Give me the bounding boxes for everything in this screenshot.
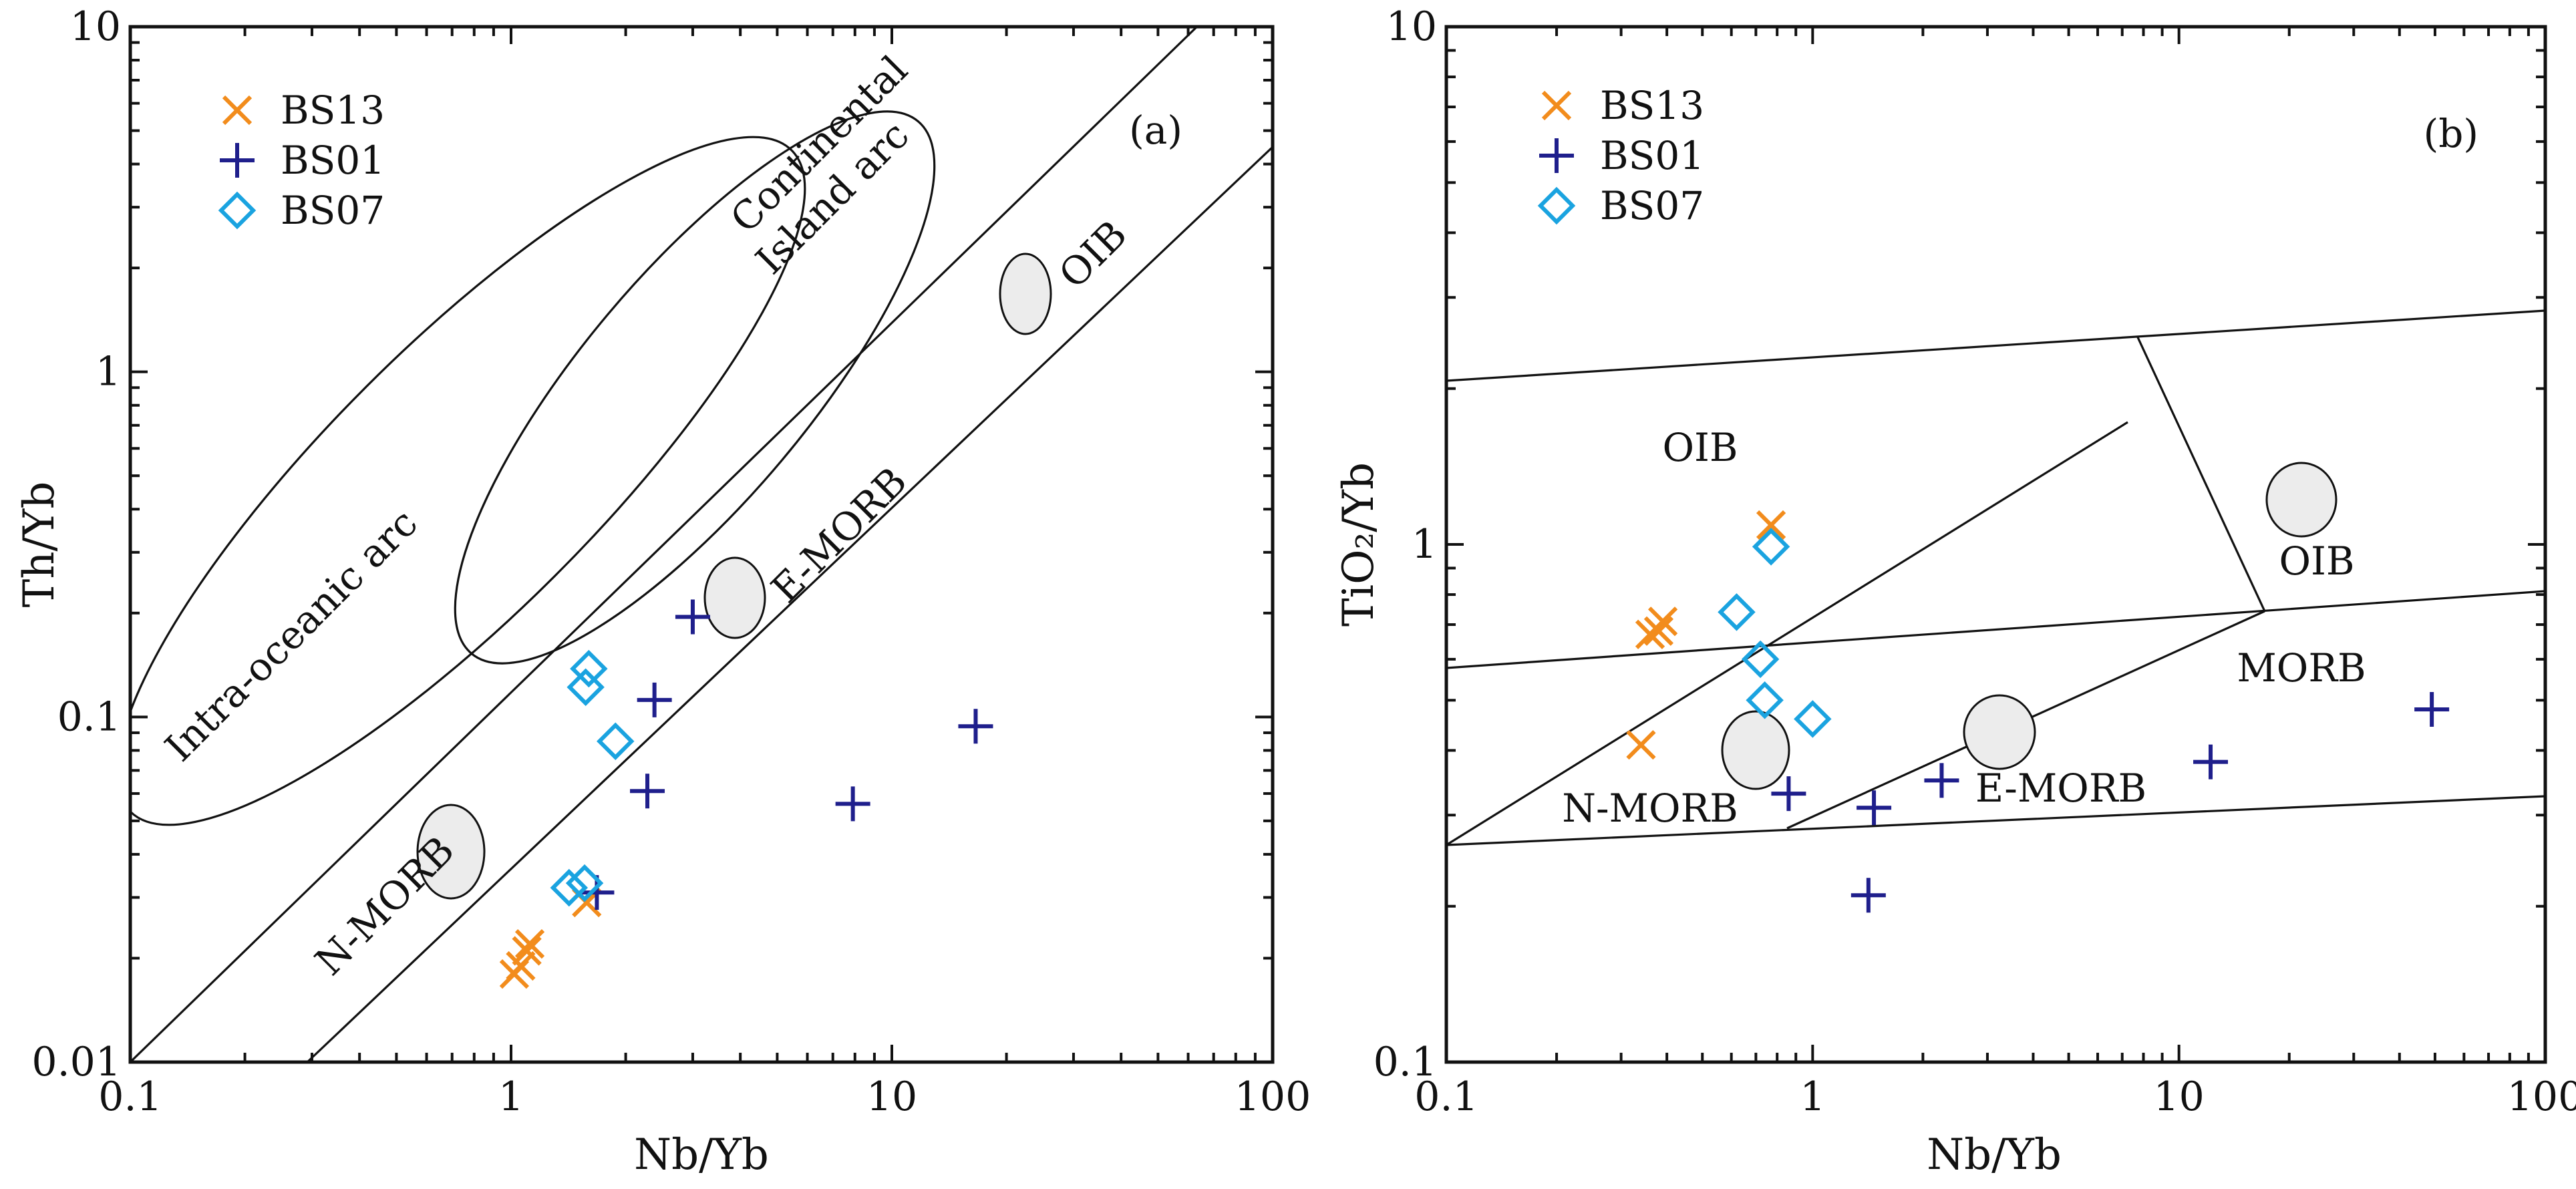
data-point-bs01	[958, 709, 993, 744]
lower-boundary-line	[1446, 795, 2545, 846]
data-point-bs01	[1857, 790, 1892, 826]
n-morb-reference-blob	[416, 804, 486, 900]
field-label-oib-b-left: OIB	[1662, 425, 1738, 470]
data-point-bs13	[506, 951, 536, 981]
legend-marker-bs07	[1537, 186, 1576, 225]
legend-marker-bs01	[220, 143, 255, 178]
field-boundaries-a	[130, 27, 1273, 1062]
y-tick-label: 0.1	[57, 693, 121, 740]
data-point-bs01	[630, 774, 665, 809]
y-tick-label: 0.01	[31, 1039, 121, 1085]
y-axis-label-a: Th/Yb	[15, 482, 64, 608]
data-point-bs13	[1643, 616, 1674, 646]
data-point-bs07	[1746, 681, 1784, 719]
data-point-bs01	[1924, 763, 1959, 798]
panel-b: OIB OIB MORB N-MORB E-MORB (b) BS13BS01B…	[1334, 3, 2576, 1180]
y-tick-label: 10	[70, 3, 121, 50]
oib-reference-blob	[999, 252, 1052, 335]
legend-label-bs01: BS01	[281, 138, 385, 183]
data-point-bs01	[675, 599, 710, 635]
x-axis-label-b: Nb/Yb	[1927, 1130, 2062, 1180]
panel-label-a: (a)	[1129, 108, 1182, 153]
data-point-bs07	[570, 649, 608, 688]
data-point-bs13	[1756, 510, 1786, 540]
ticks-b: 0.1 1 10 100 0.1 1 10	[1374, 3, 2576, 1120]
data-point-bs01	[637, 682, 672, 717]
data-point-bs07	[1741, 640, 1780, 679]
data-point-bs13	[1647, 607, 1678, 637]
x-axis-label-a: Nb/Yb	[634, 1130, 769, 1180]
x-tick-label: 1	[1800, 1073, 1825, 1120]
plot-frame-a	[128, 25, 1275, 1064]
data-point-bs07	[597, 722, 635, 761]
n-morb-reference-blob-b	[1721, 710, 1790, 790]
field-boundaries-b	[1446, 309, 2545, 846]
data-point-bs07	[1794, 700, 1832, 738]
y-tick-label: 10	[1386, 3, 1437, 50]
upper-boundary-line	[1446, 309, 2545, 382]
field-label-e-morb-a: E-MORB	[762, 458, 915, 611]
intra-oceanic-arc-field	[130, 136, 806, 826]
field-label-morb-b: MORB	[2237, 645, 2366, 691]
field-label-n-morb-a: N-MORB	[307, 828, 463, 984]
legend-label-bs07: BS07	[281, 188, 385, 233]
x-tick-label: 10	[866, 1073, 917, 1120]
data-point-bs13	[514, 928, 545, 959]
data-point-bs01	[1771, 776, 1806, 812]
legend-label-bs13: BS13	[1600, 83, 1704, 128]
oib-reference-blob-b	[2265, 462, 2338, 538]
x-tick-label: 100	[2507, 1073, 2576, 1120]
data-point-bs07	[1718, 593, 1756, 631]
legend-label-bs07: BS07	[1600, 183, 1704, 228]
legend-marker-bs01	[1539, 138, 1574, 173]
field-label-intra-oceanic-arc: Intra-oceanic arc	[156, 500, 426, 770]
x-tick-label: 100	[1235, 1073, 1311, 1120]
panel-a: Continental Island arc Intra-oceanic arc…	[15, 3, 1311, 1180]
panel-label-b: (b)	[2424, 111, 2478, 156]
e-morb-reference-blob-b	[1963, 694, 2036, 770]
field-label-oib-b-right: OIB	[2279, 538, 2354, 584]
continental-arc-field	[454, 110, 936, 665]
mantle-array-upper-line	[130, 27, 1198, 1062]
legend-label-bs13: BS13	[281, 88, 385, 133]
x-tick-label: 0.1	[1414, 1073, 1478, 1120]
data-point-bs01	[2193, 744, 2229, 780]
x-tick-label: 0.1	[98, 1073, 162, 1120]
mantle-array-lower-line	[306, 146, 1273, 1062]
data-point-bs01	[835, 786, 870, 822]
legend-marker-bs07	[218, 191, 257, 230]
points-b	[1626, 510, 2450, 913]
x-tick-label: 10	[2153, 1073, 2204, 1120]
points-a	[499, 599, 993, 989]
y-tick-label: 0.1	[1374, 1039, 1437, 1085]
data-point-bs07	[550, 868, 589, 907]
y-axis-label-b: TiO₂/Yb	[1334, 462, 1384, 627]
data-point-bs01	[1850, 878, 1886, 913]
legend-b: BS13 BS01 BS07	[1537, 83, 1704, 228]
data-point-bs07	[567, 668, 605, 706]
oib-morb-divider	[2136, 337, 2266, 612]
field-label-oib-a: OIB	[1050, 212, 1136, 297]
legend-label-bs01: BS01	[1600, 133, 1704, 178]
y-tick-label: 1	[96, 349, 121, 395]
middle-boundary-line	[1446, 590, 2545, 669]
plot-frame-b	[1444, 25, 2547, 1064]
data-point-bs13	[1626, 729, 1656, 760]
x-tick-label: 1	[498, 1073, 524, 1120]
legend-a: BS13 BS01 BS07	[218, 88, 385, 233]
field-label-n-morb-b: N-MORB	[1562, 786, 1738, 831]
legend-marker-bs13	[1541, 90, 1572, 121]
data-point-bs13	[512, 936, 542, 966]
field-label-e-morb-b: E-MORB	[1975, 766, 2146, 811]
data-point-bs07	[565, 864, 604, 902]
n-morb-upper-diagonal	[1446, 421, 2128, 846]
y-tick-label: 1	[1412, 521, 1437, 568]
data-point-bs07	[1752, 528, 1790, 566]
data-point-bs01	[2414, 692, 2450, 727]
legend-marker-bs13	[222, 95, 253, 126]
e-morb-reference-blob	[703, 556, 766, 639]
